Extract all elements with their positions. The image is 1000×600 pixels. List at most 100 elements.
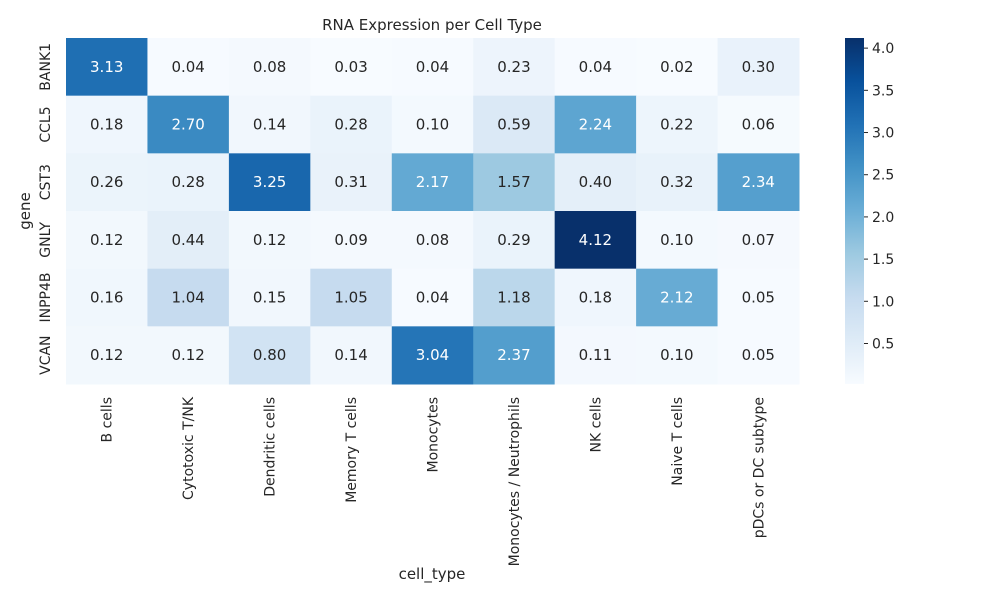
cell-value-label: 0.18: [90, 116, 123, 134]
heatmap-cell: [636, 211, 719, 270]
cell-value-label: 0.44: [171, 231, 204, 249]
cell-value-label: 0.29: [497, 231, 530, 249]
heatmap-cell: [717, 268, 800, 327]
cell-value-label: 0.26: [90, 173, 123, 191]
cell-value-label: 0.59: [497, 116, 530, 134]
cell-value-label: 0.09: [334, 231, 367, 249]
heatmap-cell: [310, 95, 393, 154]
cell-value-label: 2.70: [171, 116, 204, 134]
cell-value-label: 0.30: [742, 58, 775, 76]
heatmap-cell: [717, 95, 800, 154]
cell-value-label: 0.10: [416, 116, 449, 134]
y-axis-label: gene: [16, 192, 34, 230]
heatmap-cell: [66, 38, 148, 97]
x-tick-label: pDCs or DC subtype: [751, 397, 767, 538]
cell-value-label: 0.10: [660, 346, 693, 364]
heatmap-cell: [310, 38, 393, 97]
heatmap-cell: [147, 211, 230, 270]
cell-value-label: 0.12: [90, 346, 123, 364]
heatmap-cell: [554, 268, 637, 327]
x-tick-label: Cytotoxic T/NK: [181, 396, 197, 500]
heatmap-cell: [391, 268, 474, 327]
cell-value-label: 0.11: [579, 346, 612, 364]
cell-value-label: 2.34: [742, 173, 775, 191]
heatmap-cell: [636, 95, 719, 154]
heatmap-cell: [473, 95, 556, 154]
heatmap-cell: [228, 211, 311, 270]
heatmap-cell: [310, 153, 393, 212]
y-tick-label: GNLY: [38, 221, 54, 257]
cell-value-label: 0.06: [742, 116, 775, 134]
colorbar-tick-label: 2.0: [872, 210, 894, 226]
cell-value-label: 2.12: [660, 289, 693, 307]
heatmap-cell: [147, 95, 230, 154]
colorbar-tick-label: 3.5: [872, 83, 894, 99]
heatmap-cell: [554, 95, 637, 154]
colorbar-ticks: 0.5 1.0 1.5 2.0 2.5 3.0 3.5 4.0: [864, 41, 894, 352]
heatmap-cell: [636, 326, 719, 385]
cell-value-label: 0.02: [660, 58, 693, 76]
cell-value-label: 4.12: [579, 231, 612, 249]
heatmap-cell: [147, 268, 230, 327]
heatmap-cell: [147, 326, 230, 385]
heatmap-cell: [228, 326, 311, 385]
heatmap-cell: [636, 38, 719, 97]
heatmap-cell: [66, 268, 148, 327]
cell-value-label: 0.08: [253, 58, 286, 76]
heatmap-cell: [554, 326, 637, 385]
heatmap-cell: [228, 153, 311, 212]
cell-value-label: 0.04: [416, 289, 449, 307]
x-tick-label: Monocytes / Neutrophils: [507, 397, 523, 566]
cell-value-label: 0.04: [579, 58, 612, 76]
cell-value-label: 3.04: [416, 346, 449, 364]
cell-value-label: 0.28: [171, 173, 204, 191]
cell-value-label: 0.12: [253, 231, 286, 249]
cell-value-label: 0.32: [660, 173, 693, 191]
cell-value-label: 0.18: [579, 289, 612, 307]
cell-value-label: 0.12: [90, 231, 123, 249]
heatmap-cell: [554, 153, 637, 212]
heatmap-cell: [391, 38, 474, 97]
colorbar-tick-label: 0.5: [872, 336, 894, 352]
cell-value-label: 0.16: [90, 289, 123, 307]
cell-value-label: 1.05: [334, 289, 367, 307]
cell-value-label: 3.25: [253, 173, 286, 191]
heatmap-cell: [66, 326, 148, 385]
cell-value-label: 0.80: [253, 346, 286, 364]
x-tick-label: B cells: [100, 397, 116, 442]
heatmap-cell: [473, 211, 556, 270]
y-tick-label: VCAN: [38, 335, 54, 374]
cell-value-label: 0.04: [171, 58, 204, 76]
heatmap-cell: [66, 211, 148, 270]
x-tick-labels: B cells Cytotoxic T/NK Dendritic cells Memo…: [100, 396, 768, 566]
heatmap-cell: [473, 268, 556, 327]
heatmap-cell: [717, 211, 800, 270]
colorbar-tick-label: 1.0: [872, 294, 894, 310]
cell-value-label: 0.07: [742, 231, 775, 249]
cell-value-label: 0.03: [334, 58, 367, 76]
cell-value-label: 0.14: [334, 346, 367, 364]
heatmap-cell: [636, 268, 719, 327]
heatmap-cell: [717, 326, 800, 385]
heatmap-cell: [147, 38, 230, 97]
cell-value-label: 0.23: [497, 58, 530, 76]
cell-value-label: 2.17: [416, 173, 449, 191]
heatmap-cell: [391, 153, 474, 212]
cell-value-label: 0.08: [416, 231, 449, 249]
heatmap-cell: [310, 211, 393, 270]
heatmap-cell: [554, 38, 637, 97]
cell-value-label: 0.04: [416, 58, 449, 76]
cell-value-label: 3.13: [90, 58, 123, 76]
heatmap-cell: [717, 153, 800, 212]
heatmap-cell: [66, 153, 148, 212]
cell-value-label: 0.40: [579, 173, 612, 191]
cell-value-label: 1.18: [497, 289, 530, 307]
y-tick-label: CCL5: [38, 106, 54, 142]
cell-value-label: 0.15: [253, 289, 286, 307]
cell-value-label: 2.37: [497, 346, 530, 364]
cell-value-label: 0.05: [742, 289, 775, 307]
heatmap-cell: [473, 38, 556, 97]
heatmap-cell: [66, 95, 148, 154]
y-tick-label: BANK1: [38, 43, 54, 91]
